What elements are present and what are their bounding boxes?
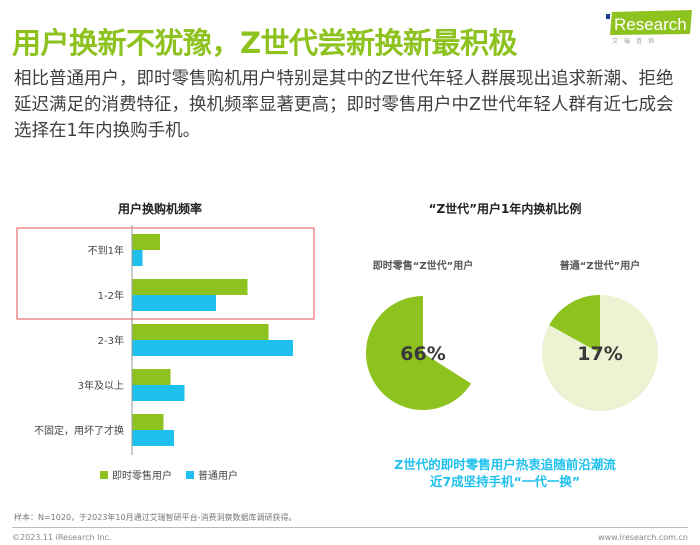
svg-text:艾瑞咨询: 艾瑞咨询 [612,37,660,44]
highlight-box [16,227,315,320]
bar-instant-retail [132,279,248,295]
bar-instant-retail [132,414,164,430]
copyright: ©2023.11 iResearch Inc. [12,533,112,542]
sample-note: 样本：N=1020，于2023年10月通过艾瑞智研平台-消费洞察数据库调研获得。 [14,513,297,522]
website: www.iresearch.com.cn [598,533,688,542]
pie-slice [366,296,472,410]
legend-swatch [186,471,194,479]
pie-label: 即时零售“Z世代”用户 [373,259,473,272]
bar-regular [132,250,143,266]
bar-instant-retail [132,234,160,250]
svg-text:Research: Research [614,15,687,34]
page-title: 用户换新不犹豫，Z世代尝新换新最积极 [12,26,518,60]
footer-divider [12,527,688,528]
category-label: 1-2年 [98,289,124,302]
bar-regular [132,430,174,446]
bar-instant-retail [132,324,269,340]
legend-swatch [100,471,108,479]
category-label: 2-3年 [98,334,124,347]
bar-chart-title: 用户换购机频率 [117,202,202,216]
callout-line: Z世代的即时零售用户热衷追随前沿潮流 [394,457,616,472]
category-label: 不固定，用坏了才换 [34,424,124,437]
bar-regular [132,340,293,356]
pie-charts: 即时零售“Z世代”用户 66% 普通“Z世代”用户 17% [366,259,658,411]
bar-instant-retail [132,369,171,385]
legend-label: 普通用户 [198,469,238,482]
category-label: 不到1年 [88,244,124,257]
callout-line: 近7成坚持手机“一代一换” [429,474,581,489]
category-label: 3年及以上 [78,379,124,392]
pie-slice [549,295,600,353]
bar-regular [132,295,216,311]
pie-label: 普通“Z世代”用户 [560,259,640,272]
summary-text: 相比普通用户，即时零售购机用户特别是其中的Z世代年轻人群展现出追求新潮、拒绝延迟… [14,69,674,141]
bar-regular [132,385,185,401]
callout: Z世代的即时零售用户热衷追随前沿潮流 近7成坚持手机“一代一换” [370,456,640,490]
iresearch-logo: Research 艾瑞咨询 [606,10,692,44]
pie-value-label: 66% [400,343,445,365]
legend-label: 即时零售用户 [112,469,172,482]
pie-value-label: 17% [577,343,622,365]
pie-chart-title: “Z世代”用户1年内换机比例 [428,202,582,216]
